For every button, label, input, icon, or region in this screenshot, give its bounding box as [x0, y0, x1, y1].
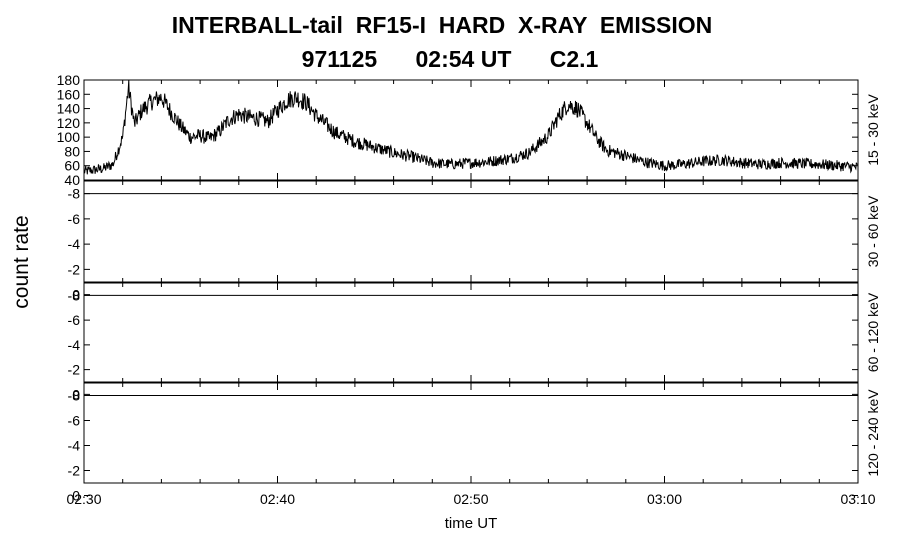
panel-energy-label: 120 - 240 keV: [865, 389, 881, 477]
y-tick-label: -8: [68, 388, 81, 404]
x-tick-label: 02:50: [453, 491, 488, 507]
panel-energy-label: 30 - 60 keV: [865, 195, 881, 267]
y-tick-label: 180: [57, 72, 81, 88]
x-tick-label: 03:00: [647, 491, 682, 507]
y-tick-label: 120: [57, 115, 81, 131]
y-tick-label: -6: [68, 211, 81, 227]
y-tick-label: -8: [68, 186, 81, 202]
y-tick-label: 0: [72, 386, 80, 402]
y-tick-label: 0: [72, 488, 80, 504]
y-tick-label: -2: [68, 261, 81, 277]
panel-frame: [83, 382, 859, 484]
y-tick-label: -2: [68, 463, 81, 479]
y-tick-label: 80: [64, 143, 80, 159]
y-tick-label: -2: [68, 362, 81, 378]
subtitle-date: 971125: [301, 46, 378, 72]
y-tick-label: 40: [64, 172, 80, 188]
x-tick-label: 02:40: [260, 491, 295, 507]
y-tick-label: -6: [68, 413, 81, 429]
y-tick-label: -6: [68, 312, 81, 328]
y-tick-label: 60: [64, 158, 80, 174]
chart-title: INTERBALL-tail RF15-I HARD X-RAY EMISSIO…: [171, 12, 713, 38]
subtitle-class: C2.1: [549, 46, 599, 72]
subtitle-time: 02:54 UT: [415, 46, 512, 72]
panel-energy-label: 15 - 30 keV: [865, 94, 881, 166]
x-tick-label: 02:30: [66, 491, 101, 507]
chart-subtitle: 971125 02:54 UT C2.1: [0, 46, 900, 73]
series-line: [83, 79, 858, 175]
panel-frame: [83, 180, 859, 283]
panel-energy-label: 60 - 120 keV: [865, 292, 881, 372]
y-tick-label: 100: [57, 129, 81, 145]
y-axis-label: count rate: [10, 215, 33, 308]
y-tick-label: 0: [72, 287, 80, 303]
y-tick-label: -4: [68, 236, 81, 252]
y-tick-label: 160: [57, 86, 81, 102]
y-tick-label: -4: [68, 337, 81, 353]
y-tick-label: -4: [68, 438, 81, 454]
x-axis-label: time UT: [445, 515, 498, 532]
x-tick-label: 03:10: [840, 491, 875, 507]
y-tick-label: 140: [57, 101, 81, 117]
panel-frame: [83, 282, 859, 383]
y-tick-label: -8: [68, 287, 81, 303]
